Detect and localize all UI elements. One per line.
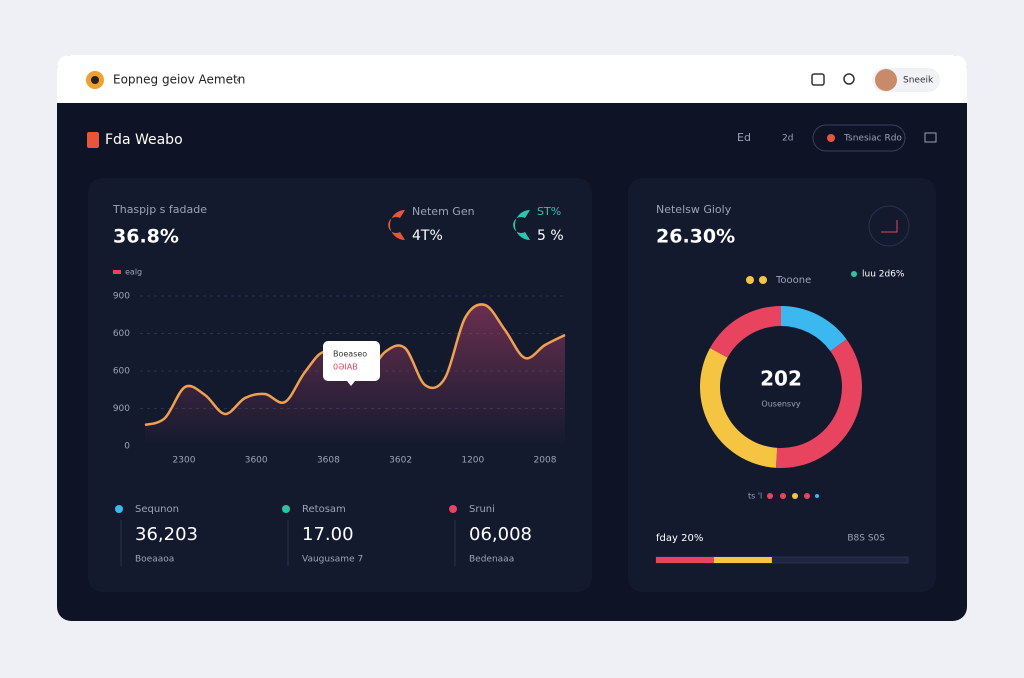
app-logo-dot [91,76,99,84]
button-icon [827,134,835,142]
icon-glyph [881,220,898,233]
card-title: Thaspjp s fadade [112,203,207,216]
stat-dot [115,505,123,513]
card-value: 36.8% [113,226,179,248]
legend-swatch [113,270,121,274]
legend-dot [746,276,754,284]
dot [792,493,798,499]
brand-logo [87,132,99,148]
dot [815,494,819,498]
x-tick-label: 1200 [461,456,484,466]
stat-value: 17.00 [302,524,354,545]
header-button[interactable] [812,124,906,152]
icon-window[interactable] [811,73,825,86]
stat-dot [449,505,457,513]
donut-label: Ousensvy [761,400,800,409]
caret[interactable]: ‹ [236,73,240,86]
y-tick-label: 600 [113,367,130,377]
donut-value: 202 [760,367,802,391]
y-tick-label: 900 [113,292,130,302]
y-tick-label: 900 [113,404,130,414]
dot [804,493,810,499]
progress-label: fday 20% [656,533,703,544]
x-tick-label: 2008 [534,456,557,466]
brand: Fda Weabo [105,132,183,148]
donut-segment [700,347,778,468]
nav-item[interactable]: 2d [782,134,793,144]
progress-segment [713,557,772,563]
y-tick-label: 600 [113,329,130,339]
avatar [875,69,897,91]
donut-segment [710,306,781,358]
stat-dot [282,505,290,513]
side-card [628,178,936,592]
topbar [57,55,967,103]
kpi-icon [388,209,405,240]
card-value: 26.30% [656,226,735,248]
stat-sub: Boeaaoa [135,555,174,565]
dot [780,493,786,499]
legend-dot [759,276,767,284]
icon-button[interactable] [868,205,910,247]
tooltip-title: Boeaseo [333,350,367,359]
stat-label: Retosam [302,504,346,515]
stat-value: 36,203 [135,524,198,545]
button-label: Tsnesiac Rdo [843,134,902,144]
stat-value: 06,008 [469,524,532,545]
x-tick-label: 2300 [173,456,196,466]
x-tick-label: 3600 [245,456,268,466]
stat-sub: Vaugusame 7 [302,555,363,565]
area [145,304,565,446]
kpi-value: 5 % [537,228,564,244]
nav-item[interactable]: Ed [737,131,751,144]
legend-label: Tooone [775,275,811,286]
stat-sub: Bedenaaa [469,555,514,565]
icon-menu[interactable] [924,132,937,143]
kpi-icon [513,209,530,240]
x-tick-label: 3608 [317,456,340,466]
x-tick-label: 3602 [389,456,412,466]
legend-dot [851,271,857,277]
progress-right-label: B8S S0S [847,534,885,544]
card-title: Netelsw Gioly [656,203,732,216]
progress-segment [656,557,714,563]
stat-label: Sequnon [135,504,179,515]
tooltip-box [323,341,380,381]
kpi-label: ST% [537,205,561,218]
legend-label: ealg [125,268,142,277]
donut-segment [775,339,862,469]
tooltip-pointer [347,381,355,386]
tooltip: Boeaseo 0ƏIAB [323,341,380,381]
donut-segment [781,306,847,352]
dot [767,493,773,499]
y-tick-label: 0 [124,442,130,452]
legend-label: luu 2d6% [862,270,905,280]
dots-label: ts 'l [748,492,762,501]
app-title: Eopneg geiov Aemetn [113,73,245,87]
user-name: Sneeik [903,76,934,86]
icon-search[interactable] [843,73,855,85]
stat-label: Sruni [469,504,495,515]
tooltip-value: 0ƏIAB [333,363,358,372]
kpi-label: Netem Gen [412,205,475,218]
kpi-value: 4T% [412,228,443,244]
